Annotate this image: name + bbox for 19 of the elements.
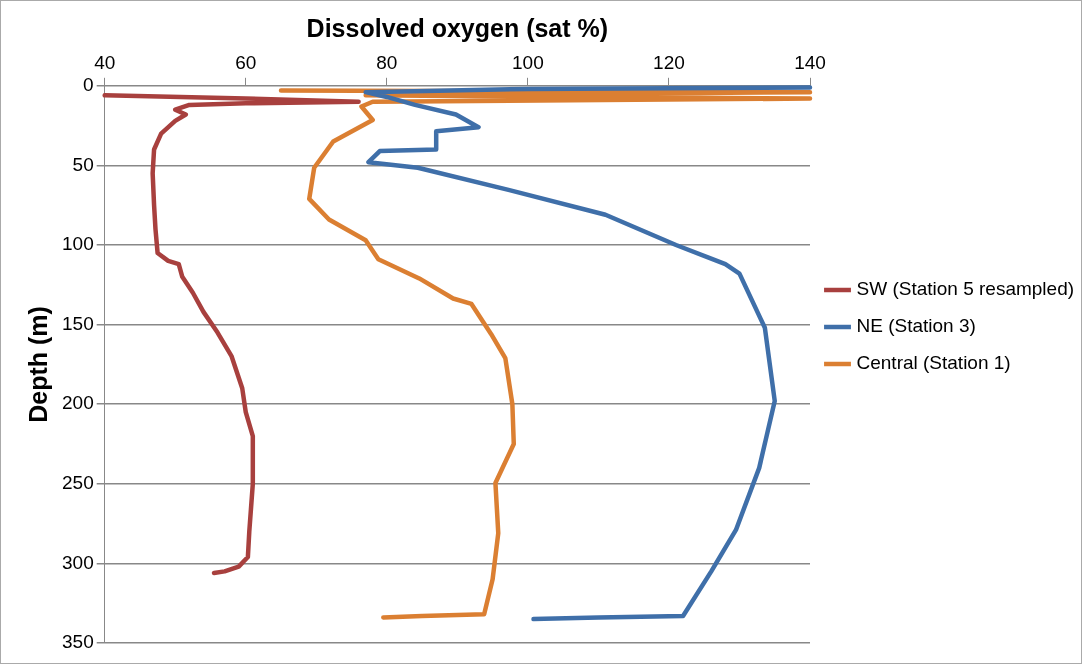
x-tick-label: 40 — [94, 51, 116, 73]
x-tick-label: 80 — [376, 51, 398, 73]
legend-label: SW (Station 5 resampled) — [856, 278, 1075, 300]
y-tick-label: 300 — [62, 551, 94, 573]
x-tick-label: 60 — [235, 51, 257, 73]
legend-label: NE (Station 3) — [856, 315, 976, 337]
y-tick-label: 200 — [62, 392, 94, 414]
y-tick-label: 50 — [72, 153, 94, 175]
y-tick-label: 250 — [62, 472, 94, 494]
y-tick-label: 100 — [62, 233, 94, 255]
x-tick-label: 140 — [794, 51, 826, 73]
x-tick-label: 120 — [653, 51, 685, 73]
y-tick-label: 150 — [62, 312, 94, 334]
x-tick-label: 100 — [512, 51, 544, 73]
legend-label: Central (Station 1) — [856, 352, 1011, 374]
y-tick-label: 350 — [62, 631, 94, 653]
y-axis-title: Depth (m) — [23, 306, 52, 423]
y-tick-label: 0 — [83, 74, 94, 96]
x-axis-title: Dissolved oxygen (sat %) — [306, 13, 609, 42]
